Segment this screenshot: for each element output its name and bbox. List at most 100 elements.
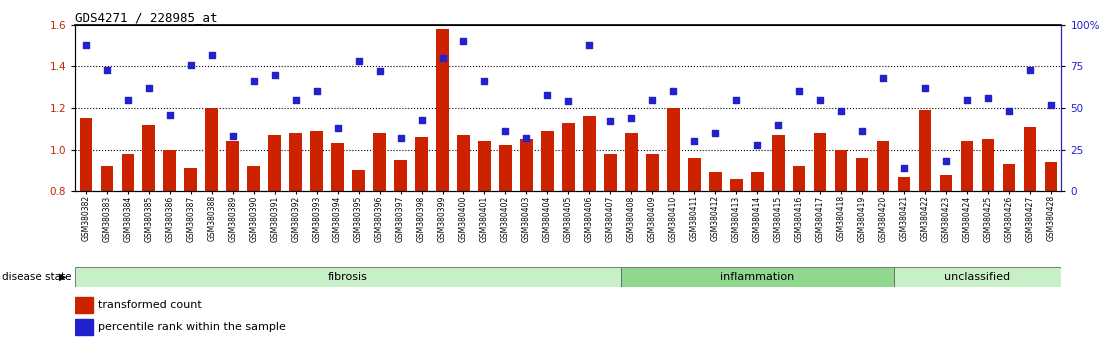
Text: ▶: ▶ (59, 272, 66, 282)
Point (308, 88, 326, 94)
Bar (961, 141, 973, 191)
Point (707, 130, 725, 136)
Point (581, 42, 598, 47)
Bar (520, 139, 533, 191)
Point (475, 79, 493, 84)
Bar (730, 179, 742, 191)
Point (203, 52, 220, 58)
Point (245, 79, 263, 84)
Point (433, 55, 451, 61)
Bar (205, 108, 218, 191)
Point (727, 97, 745, 102)
Bar (982, 139, 994, 191)
Point (1022, 67, 1039, 73)
Point (853, 129, 871, 134)
Bar (562, 122, 575, 191)
Point (98, 67, 115, 73)
Bar (394, 160, 407, 191)
Bar (1024, 127, 1036, 191)
Bar (352, 170, 365, 191)
Point (832, 108, 850, 114)
Point (769, 122, 787, 127)
Point (517, 135, 535, 141)
Point (958, 97, 976, 102)
Bar (373, 133, 386, 191)
Point (811, 97, 829, 102)
Bar (164, 149, 176, 191)
Point (119, 97, 136, 102)
Bar (479, 141, 491, 191)
Bar (143, 125, 155, 191)
Bar (226, 141, 239, 191)
Bar (583, 116, 596, 191)
Bar (75, 319, 93, 335)
Point (644, 97, 661, 102)
Point (76, 42, 94, 47)
Bar (101, 166, 113, 191)
Text: percentile rank within the sample: percentile rank within the sample (98, 322, 286, 332)
Point (496, 129, 514, 134)
Bar (688, 158, 700, 191)
Text: disease state: disease state (2, 272, 72, 282)
Bar (772, 135, 784, 191)
Point (1043, 102, 1060, 108)
Bar (122, 154, 134, 191)
Bar (876, 141, 890, 191)
Bar (894, 267, 1061, 287)
Point (371, 69, 389, 74)
Bar (289, 133, 302, 191)
Text: unclassified: unclassified (944, 272, 1010, 282)
Bar (247, 166, 260, 191)
Bar (75, 267, 620, 287)
Bar (709, 172, 721, 191)
Point (266, 72, 284, 78)
Bar (604, 154, 617, 191)
Point (602, 119, 619, 124)
Bar (75, 297, 93, 313)
Text: transformed count: transformed count (98, 300, 202, 310)
Bar (416, 137, 428, 191)
Bar (437, 29, 449, 191)
Bar (310, 131, 322, 191)
Point (560, 98, 577, 104)
Bar (940, 175, 953, 191)
Point (686, 138, 704, 144)
Bar (500, 145, 512, 191)
Point (916, 85, 934, 91)
Point (454, 39, 472, 44)
Bar (793, 166, 806, 191)
Point (161, 112, 178, 118)
Text: fibrosis: fibrosis (328, 272, 368, 282)
Point (140, 85, 157, 91)
Point (874, 75, 892, 81)
Text: GDS4271 / 228985_at: GDS4271 / 228985_at (75, 11, 218, 24)
Bar (1003, 164, 1015, 191)
Point (937, 158, 955, 164)
Bar (855, 158, 869, 191)
Bar (458, 135, 470, 191)
Point (350, 58, 368, 64)
Point (182, 62, 199, 68)
Point (790, 88, 808, 94)
Point (665, 88, 683, 94)
Point (412, 117, 430, 122)
Bar (897, 177, 911, 191)
Bar (80, 118, 92, 191)
Point (538, 92, 556, 97)
Point (329, 125, 347, 131)
Bar (751, 172, 763, 191)
Bar (919, 110, 932, 191)
Bar (620, 267, 894, 287)
Point (287, 97, 305, 102)
Bar (184, 168, 197, 191)
Point (979, 95, 997, 101)
Bar (814, 133, 827, 191)
Bar (331, 143, 343, 191)
Point (895, 165, 913, 171)
Bar (1045, 162, 1057, 191)
Point (392, 135, 410, 141)
Bar (268, 135, 281, 191)
Point (1001, 108, 1018, 114)
Bar (646, 154, 658, 191)
Bar (625, 133, 637, 191)
